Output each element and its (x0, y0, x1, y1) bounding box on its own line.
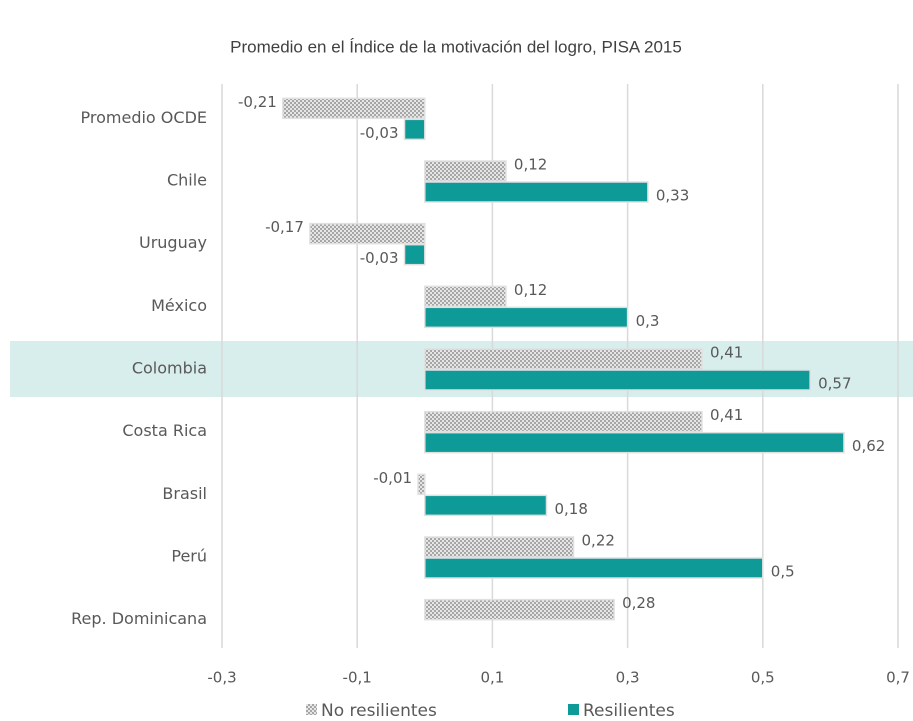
value-label: 0,5 (771, 563, 795, 581)
value-label: 0,12 (514, 156, 547, 174)
y-tick-label: Uruguay (139, 233, 207, 252)
bar (403, 118, 426, 141)
value-label: 0,28 (622, 594, 655, 612)
y-tick-label: México (151, 296, 207, 315)
legend-swatch (568, 704, 579, 715)
y-tick-label: Rep. Dominicana (71, 609, 207, 628)
value-label: -0,21 (238, 93, 277, 111)
y-tick-label: Promedio OCDE (81, 108, 207, 127)
value-label: -0,03 (360, 249, 399, 267)
bar (424, 494, 548, 517)
y-tick-label: Colombia (132, 359, 207, 378)
x-tick-label: 0,3 (616, 669, 640, 687)
legend-swatch (306, 704, 317, 715)
value-label: 0,62 (852, 437, 885, 455)
bar (309, 222, 426, 245)
bar (424, 369, 811, 391)
value-label: 0,57 (818, 375, 851, 393)
bar (424, 306, 629, 329)
bar (424, 410, 703, 433)
x-tick-label: -0,3 (207, 669, 236, 687)
y-tick-label: Brasil (162, 484, 207, 503)
chart-title: Promedio en el Índice de la motivación d… (230, 37, 682, 56)
bar (424, 348, 703, 370)
bar (424, 431, 845, 454)
y-tick-label: Perú (171, 547, 207, 566)
value-label: 0,18 (554, 500, 587, 518)
x-tick-label: 0,7 (886, 669, 910, 687)
bar (282, 97, 426, 120)
value-label: -0,01 (373, 469, 412, 487)
bar (424, 285, 507, 308)
legend-label: Resilientes (583, 701, 675, 721)
value-label: 0,12 (514, 281, 547, 299)
bar (424, 160, 507, 182)
x-tick-label: -0,1 (343, 669, 372, 687)
value-label: 0,41 (710, 344, 743, 362)
y-tick-label: Costa Rica (122, 421, 207, 440)
value-label: 0,41 (710, 406, 743, 424)
bar (424, 181, 649, 203)
value-label: 0,22 (582, 532, 615, 550)
x-tick-label: 0,5 (751, 669, 775, 687)
value-label: -0,03 (360, 124, 399, 142)
bar (424, 536, 575, 558)
bar (403, 243, 426, 266)
x-tick-label: 0,1 (480, 669, 504, 687)
bar (424, 598, 615, 621)
y-tick-label: Chile (167, 171, 207, 190)
value-label: -0,17 (265, 218, 304, 236)
value-label: 0,33 (656, 187, 689, 205)
legend-label: No resilientes (321, 701, 437, 721)
bar (424, 557, 764, 579)
bar (417, 473, 426, 496)
value-label: 0,3 (636, 312, 660, 330)
